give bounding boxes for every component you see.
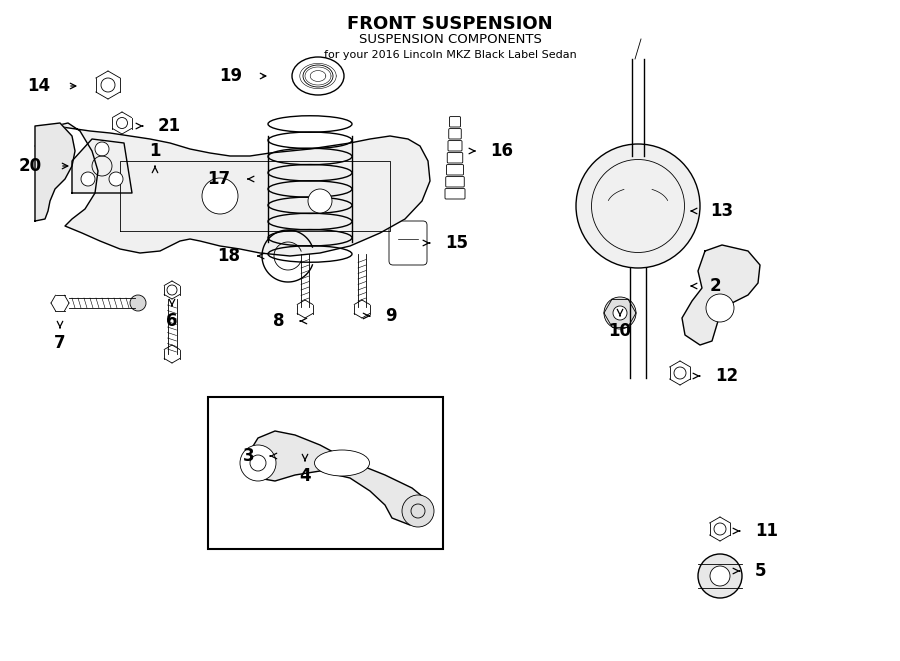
Circle shape [604, 297, 636, 329]
Text: 9: 9 [385, 307, 397, 325]
Text: 11: 11 [755, 522, 778, 540]
Polygon shape [72, 139, 132, 193]
Circle shape [95, 142, 109, 156]
Text: 13: 13 [710, 202, 734, 220]
Ellipse shape [314, 450, 370, 476]
Text: 5: 5 [755, 562, 767, 580]
Text: 10: 10 [608, 322, 632, 340]
Text: 14: 14 [27, 77, 50, 95]
Text: FRONT SUSPENSION: FRONT SUSPENSION [347, 15, 553, 32]
Text: 15: 15 [445, 234, 468, 252]
Circle shape [706, 294, 734, 322]
Circle shape [698, 554, 742, 598]
Polygon shape [35, 123, 430, 256]
Circle shape [81, 172, 95, 186]
Text: 4: 4 [299, 467, 310, 485]
Text: 18: 18 [217, 247, 240, 265]
Text: for your 2016 Lincoln MKZ Black Label Sedan: for your 2016 Lincoln MKZ Black Label Se… [324, 50, 576, 59]
Text: SUSPENSION COMPONENTS: SUSPENSION COMPONENTS [358, 33, 542, 46]
Circle shape [202, 178, 238, 214]
Text: 21: 21 [158, 117, 181, 135]
Circle shape [109, 172, 123, 186]
Circle shape [613, 306, 627, 320]
Circle shape [710, 566, 730, 586]
Circle shape [308, 189, 332, 213]
Circle shape [130, 295, 146, 311]
Text: 12: 12 [715, 367, 738, 385]
Polygon shape [248, 431, 428, 525]
Text: 2: 2 [710, 277, 722, 295]
Text: 19: 19 [219, 67, 242, 85]
Polygon shape [35, 123, 75, 221]
Circle shape [240, 445, 276, 481]
Text: 6: 6 [166, 312, 178, 330]
Circle shape [402, 495, 434, 527]
Text: 17: 17 [207, 170, 230, 188]
Text: 1: 1 [149, 142, 161, 160]
Text: 3: 3 [243, 447, 255, 465]
Text: 7: 7 [54, 334, 66, 352]
Text: 20: 20 [19, 157, 42, 175]
Circle shape [576, 144, 700, 268]
Text: 16: 16 [490, 142, 513, 160]
Text: 8: 8 [274, 312, 285, 330]
Polygon shape [682, 245, 760, 345]
